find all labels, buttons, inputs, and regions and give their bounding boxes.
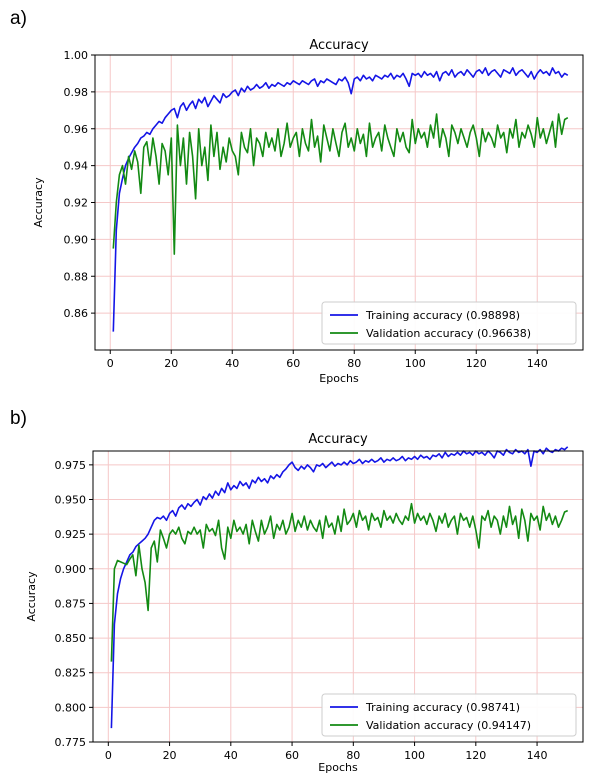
x-axis-label: Epochs	[318, 761, 358, 774]
y-tick-label: 0.775	[55, 736, 87, 749]
y-tick-label: 0.88	[64, 270, 89, 283]
y-tick-label: 0.950	[55, 494, 87, 507]
y-axis-label: Accuracy	[25, 571, 38, 622]
x-tick-label: 140	[527, 357, 548, 370]
legend-label-validation: Validation accuracy (0.96638)	[366, 327, 531, 340]
y-tick-label: 0.900	[55, 563, 87, 576]
x-tick-label: 20	[163, 749, 177, 762]
x-tick-label: 40	[225, 357, 239, 370]
x-tick-label: 60	[286, 357, 300, 370]
x-tick-label: 120	[465, 749, 486, 762]
chart-title: Accuracy	[308, 432, 368, 447]
series-line-validation	[110, 502, 569, 662]
series-line-training	[112, 67, 569, 332]
y-tick-label: 1.00	[64, 49, 89, 62]
x-tick-label: 140	[527, 749, 548, 762]
x-tick-label: 100	[404, 749, 425, 762]
y-tick-label: 0.975	[55, 459, 87, 472]
legend-label-validation: Validation accuracy (0.94147)	[366, 719, 531, 732]
chart-title: Accuracy	[309, 38, 369, 53]
x-tick-label: 80	[346, 749, 360, 762]
legend-box	[321, 693, 577, 737]
x-tick-label: 0	[107, 357, 114, 370]
y-tick-label: 0.90	[64, 233, 89, 246]
panel-b-label: b)	[10, 408, 27, 429]
series-line-validation	[112, 113, 569, 255]
x-axis-label: Epochs	[319, 372, 359, 385]
legend-label-training: Training accuracy (0.98898)	[365, 309, 520, 322]
y-tick-label: 0.94	[64, 160, 89, 173]
y-tick-label: 0.875	[55, 597, 87, 610]
y-tick-label: 0.925	[55, 528, 87, 541]
x-tick-label: 40	[224, 749, 238, 762]
x-tick-label: 60	[285, 749, 299, 762]
x-tick-label: 20	[164, 357, 178, 370]
y-tick-label: 0.96	[64, 123, 89, 136]
y-tick-label: 0.92	[64, 197, 89, 210]
chart-a: 0 20 40 60 80 100 120 140 0.86 0.88 0.90 0.92 0.94 0.…	[32, 38, 584, 385]
plot-frame	[92, 450, 584, 743]
legend-label-training: Training accuracy (0.98741)	[365, 701, 520, 714]
y-tick-label: 0.86	[64, 307, 89, 320]
x-tick-label: 120	[466, 357, 487, 370]
y-axis-label: Accuracy	[32, 177, 45, 228]
y-tick-label: 0.850	[55, 632, 87, 645]
x-tick-label: 0	[105, 749, 112, 762]
y-tick-label: 0.800	[55, 701, 87, 714]
series-line-training	[110, 446, 569, 729]
y-tick-label: 0.98	[64, 86, 89, 99]
y-tick-label: 0.825	[55, 667, 87, 680]
x-tick-label: 80	[347, 357, 361, 370]
x-tick-label: 100	[405, 357, 426, 370]
legend-box	[321, 301, 577, 345]
chart-b: 0 20 40 60 80 100 120 140 0.775 0.800 0.825 0.850 0.…	[25, 432, 584, 774]
panel-a-label: a)	[10, 8, 27, 29]
